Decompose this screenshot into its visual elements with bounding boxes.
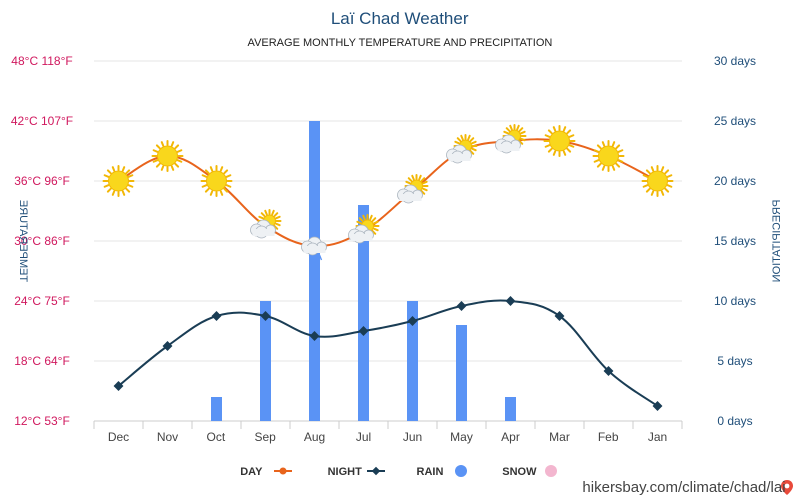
legend-item-rain[interactable]: RAIN	[417, 465, 467, 478]
cloud-shape	[446, 144, 472, 164]
partly-cloudy-icon	[446, 134, 478, 164]
precipitation-tick-label: 20 days	[714, 174, 756, 188]
rain-bar	[505, 397, 516, 421]
month-label: Nov	[157, 430, 178, 444]
sun-rays	[641, 165, 674, 197]
precipitation-tick-label: 25 days	[714, 114, 756, 128]
sunny-icon	[200, 165, 233, 197]
rain-icon	[301, 236, 327, 261]
month-label: Oct	[207, 430, 226, 444]
temperature-tick-label: 42°C 107°F	[11, 114, 73, 128]
precipitation-tick-label: 5 days	[717, 354, 752, 368]
sunny-icon	[592, 140, 625, 172]
night-series	[113, 296, 663, 411]
rain-bar	[260, 301, 271, 421]
night-point	[456, 301, 467, 311]
rain-bars	[211, 121, 516, 421]
rain-bar	[407, 301, 418, 421]
night-line	[117, 299, 659, 407]
month-label: Mar	[549, 430, 570, 444]
month-label: May	[450, 430, 473, 444]
night-point	[603, 366, 614, 376]
rain-bar	[309, 121, 320, 421]
night-point	[309, 331, 320, 341]
location-pin-icon	[781, 480, 793, 495]
sunny-icon	[102, 165, 135, 197]
partly-cloudy-icon	[397, 174, 429, 204]
temperature-tick-label: 36°C 96°F	[14, 174, 70, 188]
sun-rays	[200, 165, 233, 197]
weather-icons	[102, 124, 674, 261]
night-point	[358, 326, 369, 336]
night-point	[260, 311, 271, 321]
temperature-tick-label: 24°C 75°F	[14, 294, 70, 308]
legend-label: NIGHT	[328, 466, 363, 478]
temperature-tick-label: 12°C 53°F	[14, 414, 70, 428]
temperature-tick-label: 48°C 118°F	[11, 54, 72, 68]
month-label: Jun	[403, 430, 422, 444]
sunny-icon	[543, 125, 576, 157]
cloud-shape	[301, 236, 327, 256]
night-point	[162, 341, 173, 351]
month-label: Jan	[648, 430, 667, 444]
source-link[interactable]: hikersbay.com/climate/chad/lai	[582, 479, 785, 496]
day-series	[118, 138, 658, 248]
precipitation-axis-label: PRECIPITATION	[771, 200, 783, 283]
night-point	[211, 311, 222, 321]
precipitation-tick-label: 15 days	[714, 234, 756, 248]
partly-cloudy-icon	[348, 214, 380, 244]
night-point	[554, 311, 565, 321]
month-label: Aug	[304, 430, 325, 444]
cloud-shape	[348, 224, 374, 244]
temperature-tick-label: 30°C 86°F	[14, 234, 70, 248]
temperature-tick-label: 18°C 64°F	[14, 354, 70, 368]
legend-item-day[interactable]: DAY	[240, 466, 292, 478]
month-label: Dec	[108, 430, 129, 444]
month-label: Sep	[255, 430, 277, 444]
source-footer: hikersbay.com/climate/chad/lai	[582, 479, 793, 496]
legend-label: RAIN	[417, 466, 444, 478]
grid-lines	[93, 60, 683, 429]
legend-item-snow[interactable]: SNOW	[502, 465, 557, 478]
sunny-icon	[641, 165, 674, 197]
temperature-axis-label: TEMPERATURE	[17, 200, 29, 282]
cloud-shape	[250, 219, 276, 239]
legend-label: SNOW	[502, 466, 537, 478]
rain-bar	[456, 325, 467, 421]
month-label: Feb	[598, 430, 619, 444]
sun-rays	[102, 165, 135, 197]
rain-bar	[358, 205, 369, 421]
legend-label: DAY	[240, 466, 263, 478]
cloud-shape	[397, 184, 423, 204]
legend-item-night[interactable]: NIGHT	[328, 466, 385, 478]
partly-cloudy-icon	[495, 124, 527, 154]
sun-rays	[543, 125, 576, 157]
cloud-shape	[495, 134, 521, 154]
rain-bar	[211, 397, 222, 421]
night-point	[407, 316, 418, 326]
chart-subtitle: AVERAGE MONTHLY TEMPERATURE AND PRECIPIT…	[248, 37, 553, 49]
night-point	[652, 401, 663, 411]
legend: DAY NIGHT RAIN SNOW	[240, 465, 557, 478]
axis-ticks: 0 days 5 days 10 days 15 days 20 days 25 days…	[11, 54, 756, 444]
partly-cloudy-icon	[250, 209, 282, 239]
chart-title: Laï Chad Weather	[331, 9, 469, 28]
night-point	[505, 296, 516, 306]
month-label: Jul	[356, 430, 371, 444]
precipitation-tick-label: 30 days	[714, 54, 756, 68]
sun-rays	[592, 140, 625, 172]
month-label: Apr	[501, 430, 520, 444]
night-point	[113, 381, 124, 391]
day-line	[118, 138, 658, 248]
precipitation-tick-label: 0 days	[717, 414, 752, 428]
sun-rays	[151, 140, 184, 172]
precipitation-tick-label: 10 days	[714, 294, 756, 308]
sunny-icon	[151, 140, 184, 172]
